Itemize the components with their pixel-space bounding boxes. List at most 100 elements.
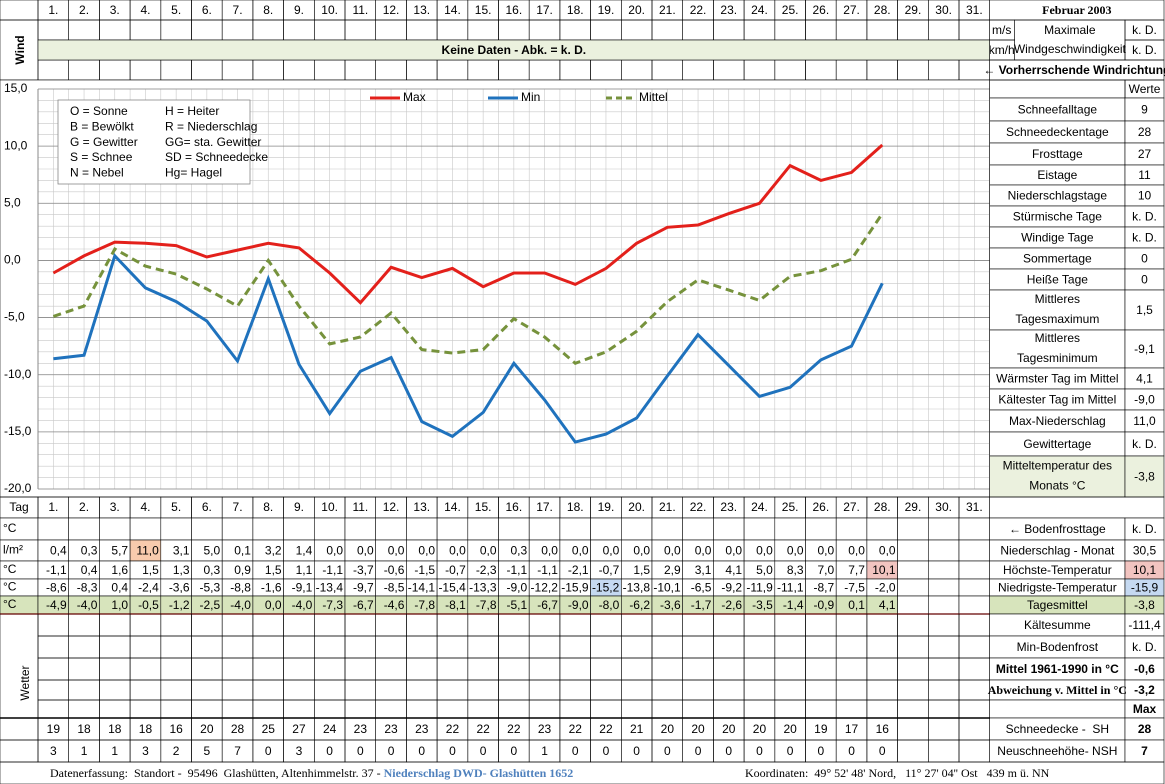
snow-value: 19 [814, 722, 828, 736]
snow-value: 23 [538, 722, 552, 736]
stat-value: 27 [1138, 147, 1152, 161]
cell [958, 578, 991, 597]
cell [897, 517, 929, 541]
snow-value: 23 [384, 722, 398, 736]
cell [866, 59, 898, 81]
cell [252, 517, 284, 541]
day-label: 28. [874, 3, 891, 17]
snow-value: 0 [725, 744, 732, 758]
cell [221, 699, 254, 719]
cell [313, 699, 346, 719]
cell-value: 5,0 [204, 544, 221, 558]
cell [835, 613, 868, 637]
cell [375, 19, 407, 41]
cell [344, 613, 377, 637]
codes-box [57, 99, 251, 185]
cell-value: -8,0 [599, 598, 620, 612]
cell [620, 635, 653, 659]
snow-value: 0 [572, 744, 579, 758]
stat-value: -15,9 [1131, 581, 1159, 595]
cell [866, 699, 898, 719]
cell [897, 19, 929, 41]
cell-value: -13,8 [623, 581, 651, 595]
cell [866, 679, 898, 701]
cell [344, 699, 377, 719]
snow-value: 21 [630, 722, 644, 736]
day-label: 1. [48, 3, 58, 17]
cell [221, 679, 254, 701]
day-label: 28. [874, 500, 891, 514]
cell [436, 657, 469, 681]
cell [191, 635, 223, 659]
cell [283, 679, 315, 701]
weather-code: O = Sonne [70, 104, 128, 118]
cell [651, 635, 684, 659]
cell [835, 657, 868, 681]
stat-value: 28 [1138, 722, 1152, 736]
cell [958, 699, 991, 719]
cell-value: -9,0 [568, 598, 589, 612]
cell [498, 657, 530, 681]
title: Februar 2003 [1042, 3, 1111, 17]
weather-code: B = Bewölkt [70, 119, 134, 133]
snow-value: 20 [691, 722, 705, 736]
cell-value: -7,5 [844, 581, 865, 595]
cell [958, 19, 991, 41]
cell [897, 560, 929, 580]
cell [897, 657, 929, 681]
cell [559, 517, 591, 541]
cell [221, 59, 254, 81]
cell [344, 657, 377, 681]
cell [0, 0, 39, 21]
footer-source: Datenerfassung: Standort - 95496 Glashüt… [50, 766, 384, 780]
cell [0, 761, 1165, 784]
cell [252, 657, 284, 681]
stat-label: Windige Tage [1021, 231, 1094, 245]
cell-value: -6,2 [629, 598, 650, 612]
cell [958, 595, 991, 615]
cell [835, 679, 868, 701]
cell [927, 59, 960, 81]
stat-label: Mittleres [1035, 331, 1080, 345]
cell [191, 657, 223, 681]
cell [651, 59, 684, 81]
snow-value: 0 [818, 744, 825, 758]
cell [283, 613, 315, 637]
cell [160, 19, 192, 41]
cell [927, 717, 960, 741]
cell [436, 679, 469, 701]
tag-label: Tag [9, 500, 28, 514]
cell-value: 0,0 [541, 544, 558, 558]
cell [99, 635, 131, 659]
stat-value: 0 [1141, 273, 1148, 287]
snow-value: 22 [569, 722, 583, 736]
day-label: 10. [321, 3, 338, 17]
cell [835, 635, 868, 659]
cell-value: -1,5 [414, 563, 435, 577]
cell-value: -9,0 [507, 581, 528, 595]
day-label: 27. [843, 3, 860, 17]
cell [590, 699, 622, 719]
day-label: 25. [782, 500, 799, 514]
cell [927, 699, 960, 719]
cell [743, 635, 776, 659]
stat-label: Schneefalltage [1018, 103, 1098, 117]
cell [989, 79, 1126, 99]
row-label: °C [3, 562, 17, 576]
stat-label: Tagesmittel [1027, 598, 1088, 612]
day-label: 11. [352, 3, 368, 17]
cell [897, 699, 929, 719]
cell-value: -4,0 [292, 598, 313, 612]
cell [835, 699, 868, 719]
cell [713, 679, 745, 701]
row-label: l/m² [3, 543, 23, 557]
cell [0, 717, 39, 741]
cell [498, 699, 530, 719]
weather-code: N = Nebel [70, 165, 124, 179]
cell-value: -8,6 [46, 581, 67, 595]
day-label: 17. [536, 3, 553, 17]
wind-direction: ← Vorherrschende Windrichtung [983, 63, 1165, 77]
y-tick-label: -15,0 [4, 424, 32, 438]
cell [927, 517, 960, 541]
stat-label: ← Bodenfrosttage [1009, 522, 1106, 536]
